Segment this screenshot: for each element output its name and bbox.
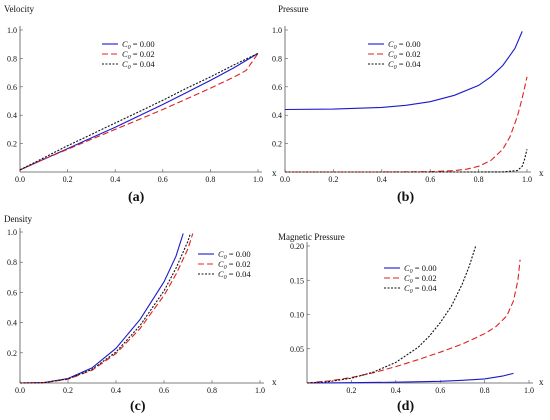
legend-label-1: C0 = 0.00	[404, 263, 437, 275]
panel-label-b-text: (b)	[397, 190, 414, 205]
legend-label-3: C0 = 0.04	[404, 283, 437, 295]
velocity-xlabel: x	[272, 168, 277, 178]
series-line-2	[306, 259, 521, 384]
y-tick-label: 0.2	[272, 140, 282, 149]
y-tick-label: 0.6	[7, 288, 17, 297]
series-line-3	[306, 245, 477, 384]
legend-label-2: C0 = 0.02	[404, 273, 437, 285]
magnetic-pressure-xlabel: x	[539, 377, 544, 387]
y-tick-label: 0.4	[7, 111, 17, 120]
x-tick-label: 0.6	[425, 175, 435, 184]
legend-label-3: C0 = 0.04	[218, 269, 251, 281]
y-tick-label: 1.0	[7, 26, 17, 35]
panel-label-c-text: (c)	[130, 399, 146, 414]
pressure-xlabel: x	[539, 168, 544, 178]
y-tick-label: 0.15	[290, 276, 304, 285]
pressure-chart: Pressure x (b) 0.0 0.2 0.4 0.6 0.8 1.0 0.2 0.4 0…	[272, 4, 544, 205]
y-tick-label: 0.20	[290, 242, 304, 251]
x-tick-label: 0.0	[15, 386, 25, 395]
panel-label-a-text: (a)	[128, 190, 145, 205]
x-tick-label: 1.0	[524, 386, 534, 395]
x-tick-label: 0.8	[205, 175, 215, 184]
magnetic-pressure-ylabel: Magnetic Pressure	[278, 232, 345, 242]
y-tick-label: 0.4	[272, 111, 282, 120]
x-tick-label: 1.0	[522, 175, 532, 184]
panel-label-d-text: (d)	[397, 399, 414, 414]
y-tick-label: 0.2	[7, 349, 17, 358]
legend-label-1: C0 = 0.00	[122, 39, 155, 51]
x-tick-label: 0.6	[435, 386, 445, 395]
y-tick-label: 0.8	[272, 54, 282, 63]
series-line-3	[285, 149, 528, 173]
series-line-3	[19, 233, 191, 384]
panel-label-c: (c)	[130, 399, 146, 414]
y-tick-label: 0.2	[7, 140, 17, 149]
x-tick-label: 0.8	[480, 386, 490, 395]
legend-label-2: C0 = 0.02	[218, 259, 251, 271]
series-line-1	[284, 31, 523, 111]
legend-label-2: C0 = 0.02	[388, 49, 421, 61]
x-tick-label: 0.4	[110, 175, 120, 184]
panel-label-b: (b)	[397, 190, 414, 205]
x-tick-label: 0.2	[346, 386, 356, 395]
legend-label-3: C0 = 0.04	[388, 59, 421, 71]
density-ylabel: Density	[4, 214, 32, 224]
x-tick-label: 0.2	[328, 175, 338, 184]
y-tick-label: 0.6	[272, 83, 282, 92]
series-line-2	[285, 76, 528, 173]
pressure-ylabel: Pressure	[278, 4, 309, 14]
y-tick-label: 0.4	[7, 319, 17, 328]
x-tick-label: 0.0	[280, 175, 290, 184]
y-tick-label: 1.0	[7, 228, 17, 237]
series-line-1	[306, 372, 514, 384]
legend-label-1: C0 = 0.00	[388, 39, 421, 51]
y-tick-label: 0.8	[7, 54, 17, 63]
density-xlabel: x	[272, 377, 277, 387]
x-tick-label: 0.4	[377, 175, 387, 184]
series-line-2	[19, 233, 194, 384]
series-line-3	[19, 52, 259, 171]
series-line-2	[19, 53, 259, 171]
x-tick-label: 1.0	[253, 175, 263, 184]
x-tick-label: 0.6	[159, 386, 169, 395]
panel-label-d: (d)	[397, 399, 414, 414]
velocity-chart: Velocity x (a) 0.0 0.2 0.4 0.6 0.8 1.0 0.2 0.4 0…	[4, 4, 277, 205]
x-tick-label: 0.4	[111, 386, 121, 395]
y-tick-label: 0.6	[7, 83, 17, 92]
magnetic-pressure-chart: Magnetic Pressure x (d) 0.2 0.4 0.6 0.8 1.0 0…	[278, 232, 544, 414]
series-line-1	[19, 233, 184, 384]
panel-label-a: (a)	[128, 190, 145, 205]
y-tick-label: 0.10	[290, 311, 304, 320]
y-tick-label: 0.05	[290, 345, 304, 354]
legend-label-3: C0 = 0.04	[122, 59, 155, 71]
x-tick-label: 0.6	[158, 175, 168, 184]
legend-label-2: C0 = 0.02	[122, 49, 155, 61]
x-tick-label: 1.0	[255, 386, 265, 395]
y-tick-label: 1.0	[272, 26, 282, 35]
x-tick-label: 0.8	[474, 175, 484, 184]
velocity-ylabel: Velocity	[4, 4, 34, 14]
series-line-1	[19, 52, 259, 171]
x-tick-label: 0.0	[15, 175, 25, 184]
x-tick-label: 0.2	[63, 175, 73, 184]
legend-label-1: C0 = 0.00	[218, 249, 251, 261]
density-chart: Density x (c) 0.0 0.2 0.4 0.6 0.8 1.0 0.2 0.4 0.…	[4, 214, 277, 414]
x-tick-label: 0.4	[391, 386, 401, 395]
x-tick-label: 0.2	[63, 386, 73, 395]
y-tick-label: 0.8	[7, 258, 17, 267]
x-tick-label: 0.8	[207, 386, 217, 395]
